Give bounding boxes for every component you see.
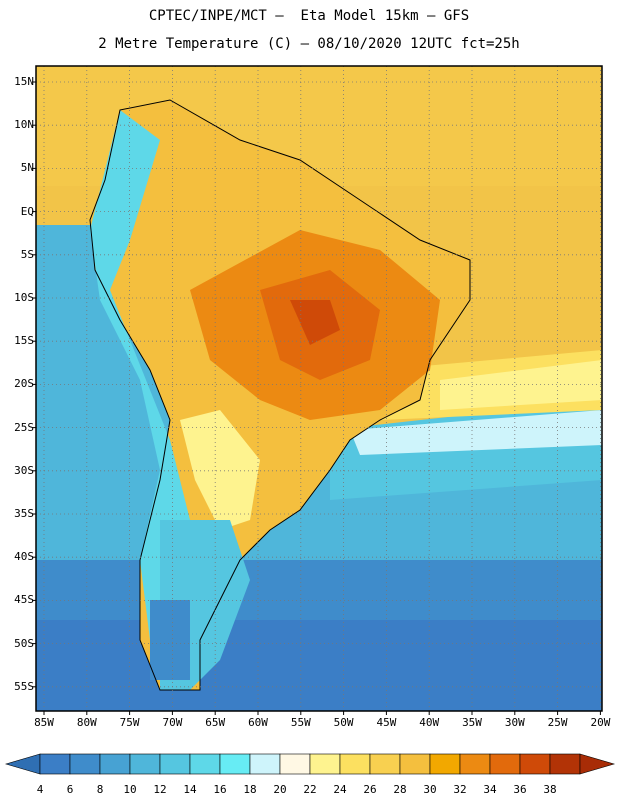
colorbar-swatch	[129, 753, 161, 775]
lat-label: 35S	[14, 507, 34, 520]
lon-label: 65W	[205, 716, 226, 729]
lon-label: 35W	[462, 716, 482, 729]
colorbar-swatch	[459, 753, 491, 775]
colorbar-swatch	[69, 753, 101, 775]
colorbar-value: 6	[66, 783, 74, 796]
colorbar-value: 8	[96, 783, 104, 796]
lon-label: 45W	[376, 716, 397, 729]
map-subtitle: 2 Metre Temperature (C) – 08/10/2020 12U…	[98, 36, 520, 52]
colorbar-swatch	[99, 753, 131, 775]
lon-label: 60W	[248, 716, 268, 729]
colorbar-value: 10	[123, 783, 137, 796]
temperature-field	[36, 66, 602, 711]
andes-cold-band	[90, 110, 190, 640]
colorbar-swatch	[279, 753, 311, 775]
lat-label: EQ	[20, 204, 34, 218]
lon-label: 75W	[119, 716, 140, 729]
lat-label: 5S	[20, 247, 34, 261]
colorbar	[4, 753, 616, 775]
colorbar-swatch	[189, 753, 221, 775]
colorbar-swatch	[549, 753, 581, 775]
colorbar-value: 34	[483, 783, 497, 796]
lon-label: 20W	[590, 716, 611, 729]
lat-label: 10N	[14, 118, 34, 132]
lat-label: 15N	[14, 75, 34, 88]
colorbar-value: 20	[273, 783, 287, 796]
colorbar-value: 38	[543, 783, 557, 796]
colorbar-value: 4	[36, 783, 44, 796]
lat-label: 30S	[14, 463, 34, 477]
lat-label: 40S	[14, 550, 34, 564]
colorbar-swatch	[39, 753, 71, 775]
map-title: CPTEC/INPE/MCT – Eta Model 15km – GFS	[148, 8, 470, 24]
lon-label: 80W	[76, 716, 97, 729]
lat-label: 5N	[20, 161, 34, 175]
lon-label: 55W	[290, 716, 311, 729]
colorbar-swatch	[249, 753, 281, 775]
lat-label: 55S	[14, 679, 34, 693]
lon-label: 25W	[547, 716, 568, 729]
lat-label: 10S	[14, 291, 34, 304]
lon-label: 30W	[504, 716, 525, 729]
lat-label: 50S	[14, 636, 34, 650]
lat-label: 25S	[14, 420, 34, 434]
colorbar-value: 16	[213, 783, 227, 796]
colorbar-value: 12	[153, 783, 167, 796]
colorbar-value: 28	[393, 783, 407, 796]
lon-label: 50W	[333, 716, 354, 729]
lon-label: 40W	[419, 716, 440, 729]
temperature-map	[32, 65, 603, 715]
colorbar-value: 30	[423, 783, 437, 796]
lat-label: 45S	[14, 593, 34, 607]
colorbar-value: 24	[333, 783, 347, 796]
colorbar-swatch	[489, 753, 521, 775]
colorbar-value: 32	[453, 783, 467, 796]
lon-label: 70W	[162, 716, 183, 729]
colorbar-low-arrow	[4, 753, 41, 775]
colorbar-swatch	[339, 753, 371, 775]
colorbar-swatch	[429, 753, 461, 775]
colorbar-high-arrow	[579, 753, 616, 775]
colorbar-swatch	[369, 753, 401, 775]
lat-label: 15S	[14, 334, 34, 348]
colorbar-value: 36	[513, 783, 527, 796]
colorbar-swatch	[159, 753, 191, 775]
colorbar-value: 22	[303, 783, 317, 796]
lon-label: 85W	[34, 716, 54, 729]
map-frame	[35, 65, 603, 712]
colorbar-swatch	[219, 753, 251, 775]
colorbar-value: 18	[243, 783, 257, 796]
colorbar-swatch	[399, 753, 431, 775]
colorbar-value: 26	[363, 783, 377, 796]
colorbar-swatch	[519, 753, 551, 775]
colorbar-value: 14	[183, 783, 197, 796]
lat-label: 20S	[14, 377, 34, 391]
colorbar-swatch	[309, 753, 341, 775]
